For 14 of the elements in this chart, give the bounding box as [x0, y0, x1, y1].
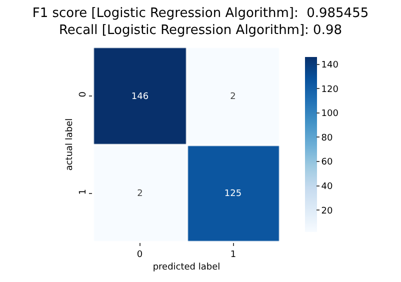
color-bar-label: 120 [321, 84, 339, 95]
color-bar-label: 140 [321, 60, 339, 70]
color-bar-label: 60 [321, 158, 334, 168]
data-label: 2 [137, 189, 143, 200]
color-bar-label: 80 [321, 133, 334, 144]
data-label: 2 [230, 92, 236, 102]
chart-title: F1 score [Logistic Regression Algorithm]: 0.985455 Recall [Logistic Regression Algorithm]: 0.98 [32, 6, 369, 38]
color-bar-label: 20 [321, 206, 334, 216]
color-bar-label: 40 [321, 182, 334, 192]
data-label: 125 [224, 189, 242, 200]
color-bar-label: 100 [321, 109, 339, 120]
x-axis-title: predicted label [152, 262, 220, 273]
y-axis-title: actual label [64, 118, 75, 171]
data-label: 146 [131, 92, 149, 102]
